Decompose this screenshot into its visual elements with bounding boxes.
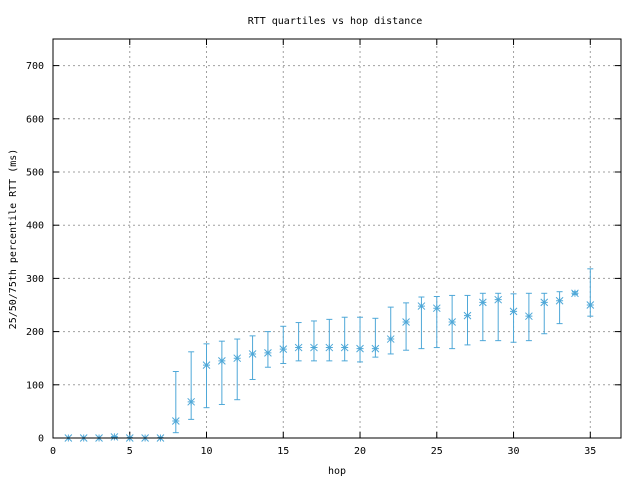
median-marker bbox=[540, 298, 549, 307]
chart-title: RTT quartiles vs hop distance bbox=[248, 16, 423, 27]
median-marker bbox=[310, 343, 318, 352]
data-point-22 bbox=[386, 306, 395, 355]
data-point-23 bbox=[402, 302, 410, 351]
data-point-32 bbox=[540, 292, 549, 335]
median-marker bbox=[110, 433, 119, 441]
data-point-14 bbox=[264, 331, 272, 368]
data-point-35 bbox=[586, 268, 595, 317]
y-tick-label: 300 bbox=[26, 274, 44, 285]
median-marker bbox=[171, 417, 180, 425]
data-point-26 bbox=[448, 294, 456, 350]
median-marker bbox=[356, 344, 364, 353]
data-point-31 bbox=[525, 292, 533, 342]
x-axis-label: hop bbox=[328, 466, 346, 477]
x-tick-label: 20 bbox=[354, 446, 366, 457]
data-layer bbox=[64, 268, 595, 442]
median-marker bbox=[494, 295, 503, 304]
median-marker bbox=[371, 344, 380, 353]
median-marker bbox=[402, 318, 410, 326]
median-marker bbox=[279, 345, 288, 354]
data-point-27 bbox=[463, 294, 472, 346]
data-point-24 bbox=[417, 296, 426, 350]
median-marker bbox=[525, 312, 533, 321]
median-marker bbox=[248, 350, 257, 358]
y-tick-label: 0 bbox=[38, 434, 44, 445]
median-marker bbox=[555, 296, 564, 305]
median-marker bbox=[294, 343, 303, 352]
y-tick-label: 700 bbox=[26, 61, 44, 72]
x-tick-label: 5 bbox=[127, 446, 133, 457]
median-marker bbox=[448, 318, 456, 326]
y-tick-label: 100 bbox=[26, 380, 44, 391]
median-marker bbox=[417, 302, 426, 310]
data-point-30 bbox=[509, 293, 518, 343]
y-tick-label: 600 bbox=[26, 114, 44, 125]
data-point-18 bbox=[325, 318, 334, 362]
y-tick-label: 400 bbox=[26, 221, 44, 232]
x-tick-label: 25 bbox=[431, 446, 443, 457]
data-point-33 bbox=[555, 291, 564, 325]
median-marker bbox=[325, 343, 334, 352]
data-point-17 bbox=[310, 320, 318, 362]
data-point-34 bbox=[571, 289, 579, 298]
data-point-25 bbox=[432, 295, 441, 349]
plot-frame bbox=[52, 38, 622, 439]
data-point-4 bbox=[110, 433, 119, 441]
data-point-8 bbox=[171, 371, 180, 434]
data-point-12 bbox=[233, 338, 242, 401]
y-axis-label: 25/50/75th percentile RTT (ms) bbox=[8, 149, 19, 330]
median-marker bbox=[478, 298, 487, 307]
data-point-21 bbox=[371, 317, 380, 358]
y-tick-label: 500 bbox=[26, 168, 44, 179]
median-marker bbox=[340, 343, 349, 352]
x-tick-label: 15 bbox=[277, 446, 289, 457]
data-point-16 bbox=[294, 322, 303, 362]
median-marker bbox=[233, 354, 242, 363]
median-marker bbox=[509, 307, 518, 316]
x-tick-label: 10 bbox=[200, 446, 212, 457]
median-marker bbox=[218, 357, 226, 365]
data-point-11 bbox=[218, 340, 226, 405]
data-point-20 bbox=[356, 316, 364, 363]
data-point-10 bbox=[202, 343, 211, 409]
median-marker bbox=[463, 311, 472, 320]
median-marker bbox=[187, 397, 196, 406]
median-marker bbox=[432, 304, 441, 313]
data-point-15 bbox=[279, 325, 288, 365]
data-point-13 bbox=[248, 335, 257, 380]
x-tick-label: 0 bbox=[50, 446, 56, 457]
median-marker bbox=[586, 301, 595, 309]
x-tick-label: 35 bbox=[584, 446, 596, 457]
x-tick-label: 30 bbox=[508, 446, 520, 457]
y-tick-label: 200 bbox=[26, 327, 44, 338]
data-point-29 bbox=[494, 292, 503, 342]
median-marker bbox=[264, 349, 272, 357]
data-point-28 bbox=[478, 292, 487, 342]
median-marker bbox=[571, 289, 579, 298]
data-point-9 bbox=[187, 351, 196, 420]
median-marker bbox=[386, 335, 395, 343]
data-point-19 bbox=[340, 316, 349, 362]
median-marker bbox=[202, 361, 211, 369]
